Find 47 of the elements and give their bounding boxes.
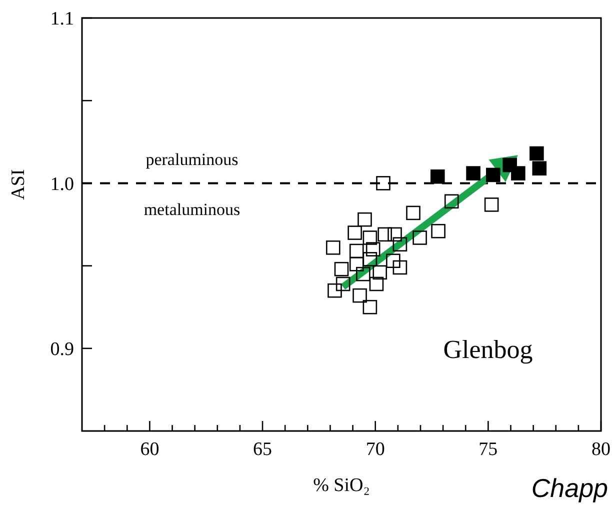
point bbox=[362, 230, 378, 245]
x-tick-label: 65 bbox=[253, 439, 272, 460]
point bbox=[358, 212, 372, 227]
point bbox=[376, 176, 390, 190]
x-axis-title: % SiO₂ bbox=[313, 475, 370, 496]
point bbox=[326, 240, 340, 255]
point bbox=[356, 266, 370, 282]
point bbox=[349, 257, 364, 272]
point bbox=[366, 242, 380, 256]
point bbox=[378, 227, 392, 242]
point bbox=[392, 260, 408, 275]
point bbox=[372, 265, 388, 280]
point bbox=[349, 244, 364, 258]
point bbox=[484, 198, 499, 212]
annotation: peraluminous bbox=[146, 150, 238, 170]
point bbox=[511, 166, 526, 180]
point bbox=[530, 146, 544, 161]
y-tick-label: 1.0 bbox=[50, 174, 74, 195]
y-tick-label: 1.1 bbox=[50, 8, 74, 30]
point bbox=[386, 254, 400, 268]
x-tick-label: 80 bbox=[592, 439, 610, 460]
point bbox=[336, 276, 350, 292]
x-tick-label: 60 bbox=[140, 439, 160, 460]
x-tick-label: 75 bbox=[478, 439, 498, 460]
y-axis-title: ASI bbox=[8, 169, 29, 200]
point bbox=[362, 252, 378, 266]
x-tick-label: 70 bbox=[366, 439, 385, 460]
point bbox=[334, 262, 349, 276]
point bbox=[431, 224, 446, 238]
point bbox=[486, 168, 500, 182]
point bbox=[392, 237, 408, 252]
text: Chapp bbox=[531, 473, 608, 503]
point bbox=[369, 276, 384, 292]
point bbox=[444, 194, 459, 209]
annotation: metaluminous bbox=[144, 200, 240, 220]
y-tick-label: 0.9 bbox=[50, 339, 74, 360]
point bbox=[352, 288, 367, 303]
point bbox=[532, 161, 547, 176]
point bbox=[388, 227, 402, 242]
point bbox=[328, 283, 342, 298]
point bbox=[430, 169, 445, 184]
point bbox=[362, 300, 378, 314]
point bbox=[348, 226, 362, 240]
point bbox=[412, 230, 427, 245]
point bbox=[466, 166, 480, 180]
point bbox=[406, 206, 420, 220]
annotation: Glenbog bbox=[443, 335, 533, 364]
